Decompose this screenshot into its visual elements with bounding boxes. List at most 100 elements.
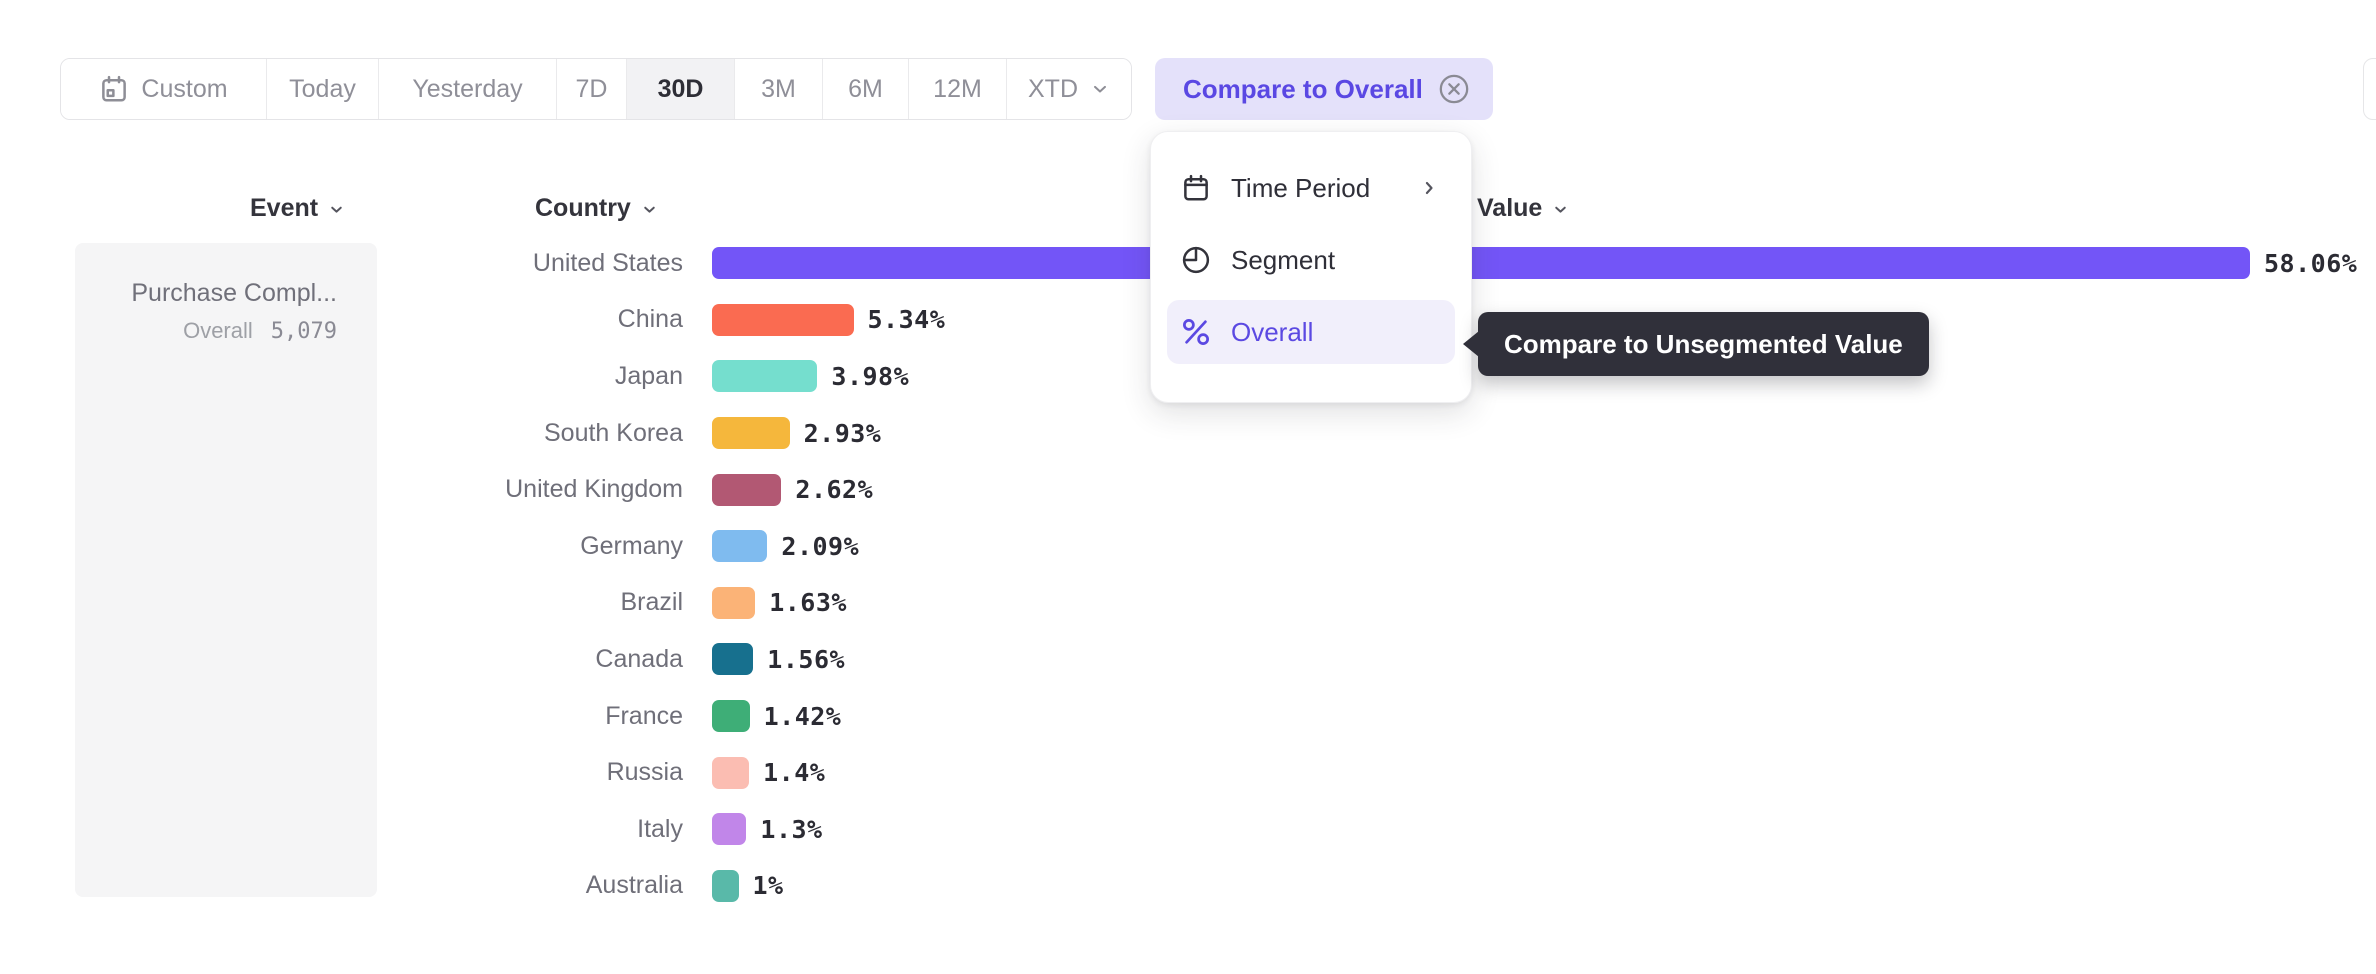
chart-row: Germany 2.09%	[0, 518, 2376, 575]
menu-item-label: Time Period	[1231, 172, 1371, 203]
country-label: Brazil	[620, 588, 683, 617]
bar-russia[interactable]	[712, 756, 750, 789]
bar-china[interactable]	[712, 303, 854, 336]
bar-united-kingdom[interactable]	[712, 473, 782, 506]
date-preset-30d[interactable]: 30D	[627, 59, 735, 119]
chart-row: China 5.34%	[0, 292, 2376, 349]
country-label: United Kingdom	[505, 475, 683, 504]
tooltip-arrow	[1463, 331, 1479, 357]
country-label: South Korea	[544, 418, 683, 447]
date-preset-3m[interactable]: 3M	[735, 59, 823, 119]
chart-row: France 1.42%	[0, 688, 2376, 745]
column-header-label: Event	[250, 193, 319, 222]
date-preset-xtd[interactable]: XTD	[1007, 59, 1131, 119]
event-card-purchase-completed[interactable]: Purchase Compl... Overall 5,079	[75, 243, 377, 897]
bar-south-korea[interactable]	[712, 417, 790, 450]
country-label: Germany	[580, 531, 683, 560]
date-preset-label: 3M	[761, 74, 796, 103]
tooltip-text: Compare to Unsegmented Value	[1504, 328, 1903, 359]
country-label: Japan	[614, 361, 683, 390]
date-preset-custom[interactable]: Custom	[61, 59, 267, 119]
date-preset-6m[interactable]: 6M	[823, 59, 909, 119]
clipped-edge-button[interactable]	[2363, 58, 2376, 120]
bar-value: 1.63%	[769, 588, 847, 618]
chevron-down-icon	[641, 201, 658, 218]
column-header-label: Value	[1477, 193, 1543, 222]
event-overall-count: 5,079	[270, 319, 337, 344]
menu-item-segment[interactable]: Segment	[1167, 228, 1455, 292]
bar-brazil[interactable]	[712, 586, 756, 619]
bar-italy[interactable]	[712, 813, 747, 846]
country-label: France	[605, 701, 683, 730]
chevron-down-icon	[1552, 201, 1569, 218]
calendar-icon	[99, 74, 129, 104]
bar-value: 2.09%	[781, 531, 860, 561]
country-label: United States	[532, 248, 683, 277]
column-header-label: Country	[535, 193, 631, 222]
date-preset-today[interactable]: Today	[267, 59, 379, 119]
date-preset-label: 30D	[657, 74, 704, 103]
column-header-event[interactable]: Event	[250, 192, 345, 224]
tooltip-compare-to-unsegmented: Compare to Unsegmented Value	[1463, 312, 1929, 376]
chevron-down-icon	[328, 201, 345, 218]
percent-icon	[1181, 317, 1211, 347]
bar-canada[interactable]	[712, 643, 754, 676]
bar-value: 1.4%	[763, 758, 826, 788]
calendar-icon	[1181, 173, 1211, 203]
date-preset-label: Today	[289, 74, 356, 103]
country-label: Australia	[585, 871, 683, 900]
bar-france[interactable]	[712, 700, 750, 733]
chart-row: Canada 1.56%	[0, 631, 2376, 688]
date-preset-label: 7D	[575, 74, 608, 103]
bar-australia[interactable]	[712, 869, 739, 902]
date-preset-yesterday[interactable]: Yesterday	[379, 59, 557, 119]
chart-row: Italy 1.3%	[0, 801, 2376, 858]
bar-value: 1.42%	[763, 701, 842, 731]
event-title: Purchase Compl...	[131, 279, 337, 307]
compare-to-overall-pill[interactable]: Compare to Overall	[1155, 58, 1493, 120]
segment-icon	[1181, 245, 1211, 275]
chevron-right-icon	[1419, 178, 1439, 198]
chart-row: Russia 1.4%	[0, 744, 2376, 801]
bar-value: 2.93%	[803, 418, 882, 448]
menu-item-overall[interactable]: Overall	[1167, 300, 1455, 364]
date-preset-12m[interactable]: 12M	[909, 59, 1007, 119]
date-preset-label: Custom	[141, 74, 228, 103]
date-range-segmented-control: Custom Today Yesterday 7D 30D 3M 6M 12M …	[60, 58, 1132, 120]
chart-row: Australia 1%	[0, 858, 2376, 915]
bar-value: 3.98%	[831, 361, 910, 391]
remove-compare-icon[interactable]	[1437, 72, 1471, 106]
date-preset-label: XTD	[1028, 74, 1078, 103]
bar-japan[interactable]	[712, 360, 818, 393]
chevron-down-icon	[1090, 79, 1110, 99]
bar-value: 1.56%	[767, 644, 846, 674]
chart-row: United Kingdom 2.62%	[0, 461, 2376, 518]
bar-value: 1.3%	[760, 814, 823, 844]
compare-dropdown-menu: Time Period Segment Overall	[1150, 131, 1472, 403]
chart-row: South Korea 2.93%	[0, 405, 2376, 462]
country-label: Italy	[637, 814, 683, 843]
event-overall-label: Overall	[183, 318, 253, 343]
bar-value: 2.62%	[795, 475, 874, 505]
country-label: Canada	[595, 644, 683, 673]
compare-pill-label: Compare to Overall	[1183, 73, 1423, 104]
bar-united-states[interactable]	[712, 247, 2250, 280]
menu-item-label: Segment	[1231, 244, 1336, 275]
bar-chart: United States 58.06% China 5.34% Japan 3…	[0, 235, 2376, 914]
chart-row: Japan 3.98%	[0, 348, 2376, 405]
date-preset-label: Yesterday	[412, 74, 523, 103]
bar-value: 5.34%	[867, 305, 946, 335]
chart-row: Brazil 1.63%	[0, 575, 2376, 632]
menu-item-time-period[interactable]: Time Period	[1167, 156, 1455, 220]
column-header-value[interactable]: Value	[1477, 192, 1569, 224]
bar-germany[interactable]	[712, 530, 768, 563]
date-preset-7d[interactable]: 7D	[557, 59, 627, 119]
date-preset-label: 6M	[848, 74, 883, 103]
column-header-country[interactable]: Country	[535, 192, 658, 224]
country-label: China	[617, 305, 683, 334]
country-label: Russia	[606, 758, 683, 787]
date-preset-label: 12M	[933, 74, 982, 103]
chart-row: United States 58.06%	[0, 235, 2376, 292]
bar-value: 1%	[752, 871, 784, 901]
menu-item-label: Overall	[1231, 316, 1314, 347]
